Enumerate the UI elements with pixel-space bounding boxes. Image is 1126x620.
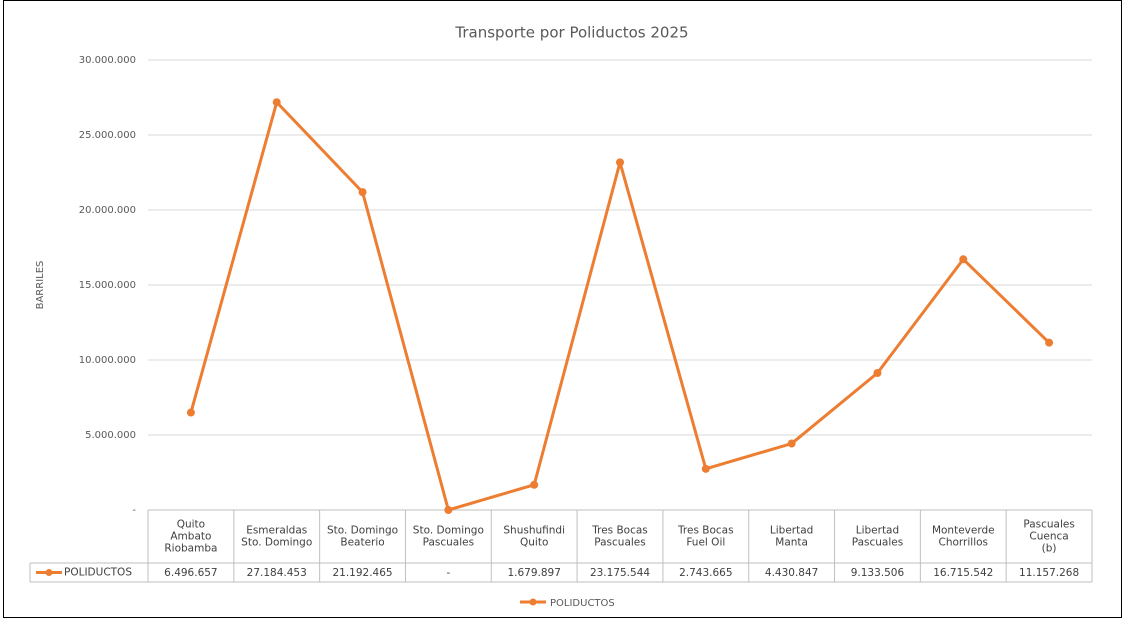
x-tick-label: Quito <box>520 537 548 549</box>
table-value: 16.715.542 <box>933 567 993 579</box>
y-tick-label: 25.000.000 <box>79 130 136 141</box>
x-tick-label: Tres Bocas <box>591 525 648 537</box>
marker <box>186 408 195 417</box>
table-value: 1.679.897 <box>507 567 560 579</box>
y-tick-label: 20.000.000 <box>79 205 136 216</box>
x-tick-label: (b) <box>1042 543 1057 555</box>
x-tick-label: Pascuales <box>423 537 474 549</box>
x-tick-label: Beaterio <box>340 537 384 549</box>
x-tick-label: Shushufindi <box>503 525 565 537</box>
x-tick-label: Pascuales <box>1023 519 1074 531</box>
marker <box>873 368 882 377</box>
legend-key-marker <box>529 598 537 606</box>
y-tick-label: 10.000.000 <box>79 355 136 366</box>
x-tick-label: Esmeraldas <box>246 525 307 537</box>
x-tick-label: Tres Bocas <box>677 525 734 537</box>
x-tick-label: Chorrillos <box>939 537 989 549</box>
table-series-label: POLIDUCTOS <box>64 567 132 579</box>
x-tick-label: Fuel Oil <box>686 537 725 549</box>
x-tick-label: Libertad <box>770 525 813 537</box>
x-tick-label: Quito <box>177 519 205 531</box>
x-tick-label: Ambato <box>170 531 211 543</box>
marker <box>358 188 367 197</box>
marker <box>959 255 968 264</box>
table-value: 11.157.268 <box>1019 567 1079 579</box>
y-axis-label: BARRILES <box>35 261 46 310</box>
y-tick-label: 5.000.000 <box>85 430 136 441</box>
x-tick-label: Monteverde <box>932 525 995 537</box>
y-tick-label: 30.000.000 <box>79 55 136 66</box>
y-tick-label: - <box>132 505 136 516</box>
chart-border <box>3 0 1122 618</box>
marker <box>1045 338 1054 347</box>
table-value: 9.133.506 <box>851 567 905 579</box>
x-tick-label: Pascuales <box>852 537 903 549</box>
marker <box>701 464 710 473</box>
legend-label: POLIDUCTOS <box>550 598 615 609</box>
marker <box>272 98 281 107</box>
x-tick-label: Sto. Domingo <box>413 525 484 537</box>
marker <box>530 480 539 489</box>
marker <box>787 439 796 448</box>
table-value: 6.496.657 <box>164 567 217 579</box>
table-value: 21.192.465 <box>332 567 392 579</box>
legend-key-marker <box>45 569 53 576</box>
x-tick-label: Pascuales <box>594 537 645 549</box>
x-tick-label: Libertad <box>856 525 899 537</box>
marker <box>444 506 453 514</box>
x-tick-label: Riobamba <box>164 543 217 555</box>
x-tick-label: Sto. Domingo <box>327 525 398 537</box>
x-tick-label: Cuenca <box>1029 531 1068 543</box>
y-tick-label: 15.000.000 <box>79 280 136 291</box>
chart-title: Transporte por Poliductos 2025 <box>454 24 688 42</box>
x-tick-label: Sto. Domingo <box>241 537 312 549</box>
table-value: 27.184.453 <box>247 567 307 579</box>
marker <box>616 158 624 167</box>
table-value: 4.430.847 <box>765 567 818 579</box>
table-value: - <box>446 567 450 579</box>
table-value: 2.743.665 <box>679 567 732 579</box>
x-tick-label: Manta <box>775 537 808 549</box>
table-value: 23.175.544 <box>590 567 650 579</box>
